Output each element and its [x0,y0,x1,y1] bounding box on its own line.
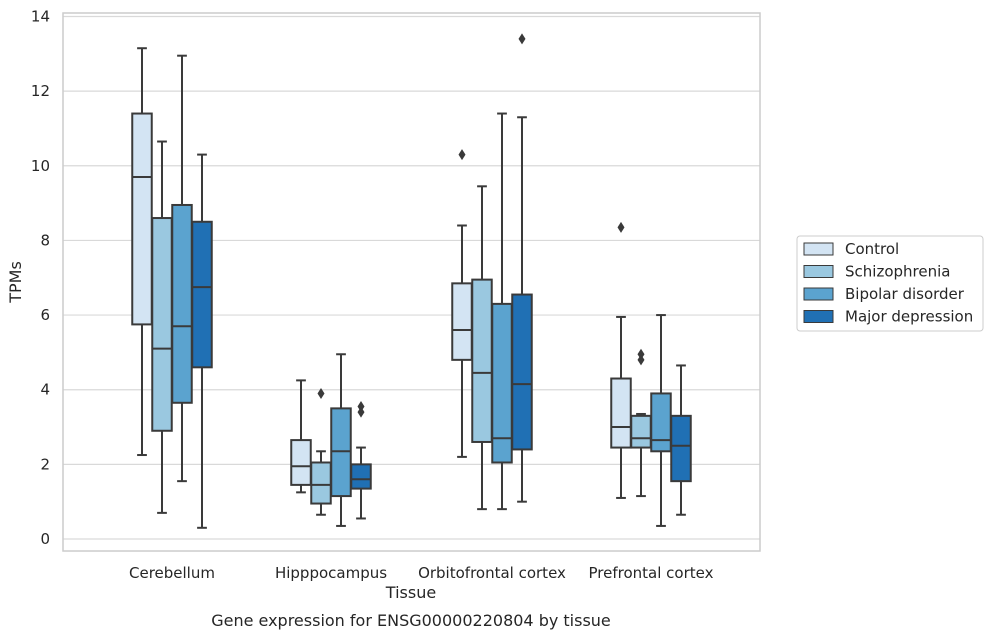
legend-swatch [803,242,834,256]
legend-entry-label: Major depression [845,308,973,326]
box-iqr [511,293,533,451]
y-axis-label: TPMs [6,261,25,304]
box-iqr [290,439,312,486]
box-major-depression [511,33,533,503]
outlier-point [458,149,466,161]
y-tick-label: 6 [40,306,50,324]
x-tick-label: Hipppocampus [275,564,387,582]
legend-swatch [803,265,834,278]
box-iqr [310,461,332,505]
outlier-point [317,387,325,399]
x-tick-label: Prefrontal cortex [589,564,714,582]
box-iqr [131,112,153,326]
box-major-depression [670,364,692,516]
legend-entry-label: Bipolar disorder [845,285,965,303]
box-iqr [171,203,193,404]
box-plot-layer [131,33,692,529]
outlier-point [637,348,645,360]
x-tick-label: Orbitofrontal cortex [418,564,566,582]
legend-swatch [803,310,834,323]
legend-entry-label: Schizophrenia [845,263,950,281]
y-tick-label: 8 [40,231,50,249]
y-axis: 0 2 4 6 8 10 12 14 [31,8,50,549]
y-tick-label: 12 [31,82,50,100]
box-control [610,221,632,499]
box-iqr [630,414,652,449]
x-axis-label: Tissue [385,583,436,602]
y-tick-label: 10 [31,157,50,175]
box-iqr [151,217,173,432]
plot-frame [62,12,761,552]
box-control [131,47,153,457]
box-control [451,149,473,458]
box-iqr [650,392,672,453]
box-bipolar-disorder [650,314,672,527]
y-tick-label: 4 [40,381,50,399]
legend-swatch [803,287,834,301]
box-iqr [670,414,692,483]
box-schizophrenia [630,348,652,498]
box-schizophrenia [310,387,332,516]
y-tick-label: 14 [31,8,50,26]
legend: Control Schizophrenia Bipolar disorder Majo… [796,235,984,332]
box-bipolar-disorder [491,112,513,511]
box-iqr [350,463,372,490]
outlier-point [357,406,365,418]
box-iqr [451,282,473,361]
box-schizophrenia [151,140,173,514]
y-tick-label: 2 [40,455,50,473]
box-bipolar-disorder [330,353,352,527]
x-axis: Cerebellum Hipppocampus Orbitofrontal cort… [129,564,714,582]
box-major-depression [350,401,372,520]
box-iqr [191,220,213,369]
legend-entry-label: Control [845,240,899,258]
y-tick-label: 0 [40,530,50,548]
chart-caption: Gene expression for ENSG00000220804 by t… [211,611,611,630]
box-major-depression [191,153,213,529]
outlier-point [617,221,625,233]
box-iqr [471,278,493,443]
box-bipolar-disorder [171,54,193,483]
outlier-point [637,354,645,366]
box-schizophrenia [471,185,493,511]
box-iqr [610,377,632,449]
x-tick-label: Cerebellum [129,564,215,582]
outlier-point [518,33,526,45]
outlier-point [357,401,365,413]
box-control [290,379,312,494]
legend-frame [796,235,984,332]
